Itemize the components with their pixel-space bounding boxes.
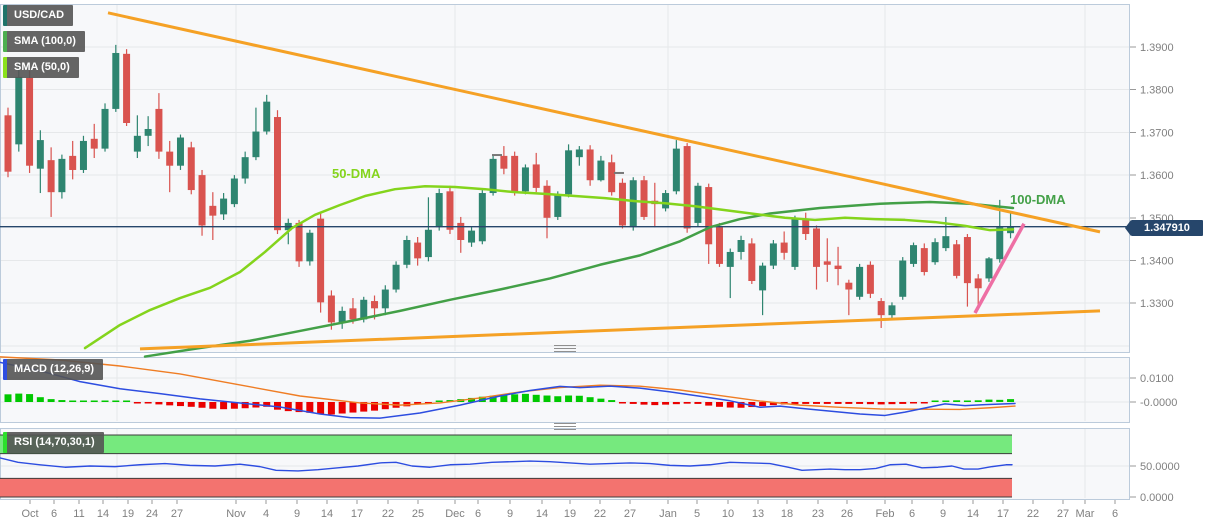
svg-text:1.3700: 1.3700 bbox=[1140, 127, 1174, 139]
symbol-badge[interactable]: USD/CAD bbox=[3, 5, 74, 26]
sma100-badge[interactable]: SMA (100,0) bbox=[3, 31, 85, 52]
pane-resize-grip-bottom[interactable] bbox=[554, 423, 576, 430]
trendline-ascending-support[interactable] bbox=[139, 309, 1101, 351]
svg-text:50.0000: 50.0000 bbox=[1140, 461, 1180, 473]
svg-text:0.0000: 0.0000 bbox=[1140, 492, 1174, 504]
svg-text:14: 14 bbox=[536, 508, 548, 520]
sma50-badge[interactable]: SMA (50,0) bbox=[3, 57, 79, 78]
svg-text:19: 19 bbox=[122, 508, 134, 520]
svg-text:13: 13 bbox=[752, 508, 764, 520]
sma100-line[interactable] bbox=[143, 200, 1015, 358]
svg-text:1.3300: 1.3300 bbox=[1140, 298, 1174, 310]
rsi-bands bbox=[0, 434, 1012, 498]
rsi-line[interactable] bbox=[0, 457, 1013, 472]
svg-text:9: 9 bbox=[507, 508, 513, 520]
rsi-badge-label: RSI (14,70,30,1) bbox=[14, 436, 95, 448]
svg-text:1.3800: 1.3800 bbox=[1140, 85, 1174, 97]
sma100-annotation: 100-DMA bbox=[1010, 192, 1066, 207]
svg-text:0.0100: 0.0100 bbox=[1140, 373, 1174, 385]
svg-text:19: 19 bbox=[564, 508, 576, 520]
svg-text:4: 4 bbox=[263, 508, 269, 520]
svg-text:5: 5 bbox=[694, 508, 700, 520]
current-price-badge: 1.347910 bbox=[1125, 220, 1203, 236]
svg-text:Jan: Jan bbox=[659, 508, 677, 520]
svg-text:Mar: Mar bbox=[1076, 508, 1095, 520]
svg-text:6: 6 bbox=[909, 508, 915, 520]
x-axis[interactable]: Oct 6 11 14 19 24 27 Nov 4 9 14 17 22 25 Dec 6 9 14 19 22 27… bbox=[21, 500, 1118, 520]
sma50-annotation: 50-DMA bbox=[332, 166, 381, 181]
price-axis[interactable]: 1.39001.38001.37001.36001.35001.34001.33… bbox=[1130, 42, 1174, 310]
svg-text:Feb: Feb bbox=[876, 508, 895, 520]
sma50-badge-label: SMA (50,0) bbox=[14, 61, 70, 73]
price-badge-arrow-icon bbox=[1125, 220, 1131, 236]
svg-text:27: 27 bbox=[171, 508, 183, 520]
svg-text:6: 6 bbox=[51, 508, 57, 520]
svg-text:17: 17 bbox=[351, 508, 363, 520]
svg-text:1.3900: 1.3900 bbox=[1140, 42, 1174, 54]
svg-text:27: 27 bbox=[1057, 508, 1069, 520]
trendline-descending-resistance[interactable] bbox=[107, 11, 1101, 234]
svg-text:23: 23 bbox=[812, 508, 824, 520]
svg-text:25: 25 bbox=[412, 508, 424, 520]
rsi-badge[interactable]: RSI (14,70,30,1) bbox=[3, 432, 104, 453]
pane-resize-grip-top[interactable] bbox=[554, 345, 576, 352]
symbol-badge-label: USD/CAD bbox=[14, 9, 65, 21]
gridlines bbox=[1, 5, 1129, 498]
svg-text:14: 14 bbox=[97, 508, 109, 520]
sma50-line[interactable] bbox=[83, 184, 1015, 350]
svg-text:10: 10 bbox=[722, 508, 734, 520]
current-price-value: 1.347910 bbox=[1144, 222, 1190, 234]
svg-text:22: 22 bbox=[594, 508, 606, 520]
sma100-badge-label: SMA (100,0) bbox=[14, 35, 76, 47]
svg-text:18: 18 bbox=[781, 508, 793, 520]
svg-text:27: 27 bbox=[624, 508, 636, 520]
svg-text:9: 9 bbox=[940, 508, 946, 520]
svg-text:22: 22 bbox=[382, 508, 394, 520]
macd-line[interactable] bbox=[0, 361, 1016, 419]
svg-text:1.3600: 1.3600 bbox=[1140, 170, 1174, 182]
svg-text:14: 14 bbox=[321, 508, 333, 520]
svg-text:9: 9 bbox=[294, 508, 300, 520]
svg-text:Oct: Oct bbox=[21, 508, 38, 520]
macd-badge[interactable]: MACD (12,26,9) bbox=[3, 359, 104, 380]
svg-text:11: 11 bbox=[73, 508, 84, 520]
trendline-short-term-support[interactable] bbox=[973, 222, 1026, 314]
svg-text:Dec: Dec bbox=[445, 508, 465, 520]
svg-text:Nov: Nov bbox=[226, 508, 246, 520]
macd-axis[interactable]: 0.0100 -0.0000 bbox=[1130, 373, 1177, 409]
svg-text:6: 6 bbox=[1112, 508, 1118, 520]
svg-text:24: 24 bbox=[146, 508, 158, 520]
svg-text:17: 17 bbox=[997, 508, 1009, 520]
rsi-axis[interactable]: 50.0000 0.0000 bbox=[1130, 461, 1180, 504]
svg-text:26: 26 bbox=[841, 508, 853, 520]
price-marks bbox=[492, 154, 624, 174]
svg-text:-0.0000: -0.0000 bbox=[1140, 397, 1177, 409]
svg-text:1.3400: 1.3400 bbox=[1140, 256, 1174, 268]
svg-text:6: 6 bbox=[475, 508, 481, 520]
macd-signal-line[interactable] bbox=[0, 356, 1016, 411]
svg-text:22: 22 bbox=[1027, 508, 1039, 520]
svg-text:14: 14 bbox=[967, 508, 979, 520]
macd-badge-label: MACD (12,26,9) bbox=[14, 363, 95, 375]
